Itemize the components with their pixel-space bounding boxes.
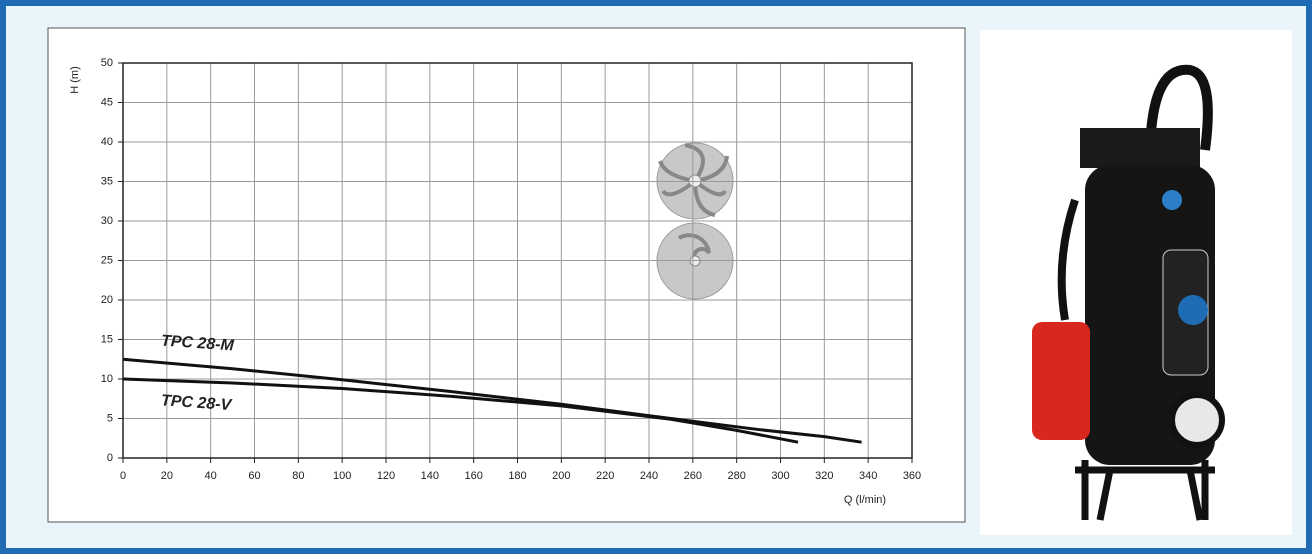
x-tick-label: 320 xyxy=(815,470,833,482)
y-tick-label: 30 xyxy=(101,215,113,227)
y-tick-label: 45 xyxy=(101,96,113,108)
x-tick-label: 200 xyxy=(552,470,570,482)
x-tick-label: 40 xyxy=(205,470,217,482)
x-tick-label: 280 xyxy=(727,470,745,482)
y-tick-label: 25 xyxy=(101,254,113,266)
series-label: TPC 28-M xyxy=(160,332,235,354)
curve xyxy=(122,377,799,444)
y-tick-label: 5 xyxy=(107,412,113,424)
x-tick-label: 180 xyxy=(508,470,526,482)
x-tick-label: 0 xyxy=(120,470,126,482)
y-tick-label: 40 xyxy=(101,136,113,148)
chart-panel xyxy=(47,27,966,523)
plot-frame xyxy=(122,62,913,459)
x-tick-label: 340 xyxy=(859,470,877,482)
x-tick-label: 60 xyxy=(248,470,260,482)
y-tick-label: 20 xyxy=(101,294,113,306)
curve xyxy=(122,357,862,444)
x-tick-label: 80 xyxy=(292,470,304,482)
series-label: TPC 28-V xyxy=(160,392,233,414)
x-tick-label: 120 xyxy=(377,470,395,482)
x-tick-label: 100 xyxy=(333,470,351,482)
x-tick-label: 300 xyxy=(771,470,789,482)
y-tick-label: 15 xyxy=(101,333,113,345)
y-tick-label: 35 xyxy=(101,175,113,187)
y-tick-label: 10 xyxy=(101,373,113,385)
y-axis-label: H (m) xyxy=(69,66,81,94)
y-tick-label: 50 xyxy=(101,57,113,69)
x-tick-label: 260 xyxy=(684,470,702,482)
x-tick-label: 360 xyxy=(903,470,921,482)
x-tick-label: 20 xyxy=(161,470,173,482)
y-tick-label: 0 xyxy=(107,452,113,464)
x-tick-label: 240 xyxy=(640,470,658,482)
x-tick-label: 220 xyxy=(596,470,614,482)
pump-image xyxy=(1032,64,1225,521)
x-tick-label: 160 xyxy=(464,470,482,482)
x-axis-label: Q (l/min) xyxy=(844,494,886,506)
x-tick-label: 140 xyxy=(421,470,439,482)
